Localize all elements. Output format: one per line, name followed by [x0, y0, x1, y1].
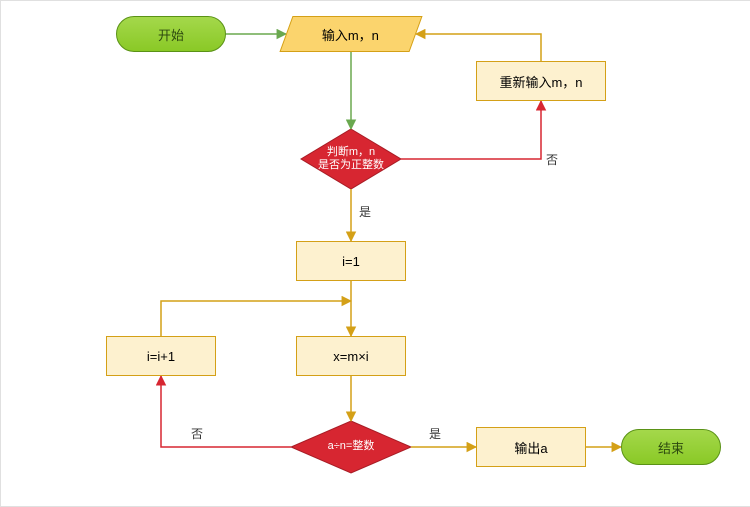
node-inc: i=i+1	[106, 336, 216, 376]
edge-inc-calc	[161, 301, 351, 336]
node-dec2: a÷n=整数	[291, 421, 411, 473]
edge-label-dec2-inc: 否	[191, 425, 203, 442]
node-input: 输入m，n	[279, 16, 422, 52]
node-start: 开始	[116, 16, 226, 52]
edge-dec1-reinput	[401, 101, 541, 159]
node-dec1: 判断m，n 是否为正整数	[301, 129, 401, 189]
node-reinput: 重新输入m，n	[476, 61, 606, 101]
edge-reinput-input	[416, 34, 541, 61]
flowchart-canvas: 开始 输入m，n 重新输入m，n 判断m，n 是否为正整数 i=1 i=i+1 x=m×i a…	[0, 0, 750, 507]
edge-label-dec2-output: 是	[429, 425, 441, 442]
edge-label-dec1-init: 是	[359, 203, 371, 220]
node-output: 输出a	[476, 427, 586, 467]
node-init: i=1	[296, 241, 406, 281]
node-calc: x=m×i	[296, 336, 406, 376]
node-end: 结束	[621, 429, 721, 465]
edge-label-dec1-reinput: 否	[546, 151, 558, 168]
edge-dec2-inc	[161, 376, 291, 447]
